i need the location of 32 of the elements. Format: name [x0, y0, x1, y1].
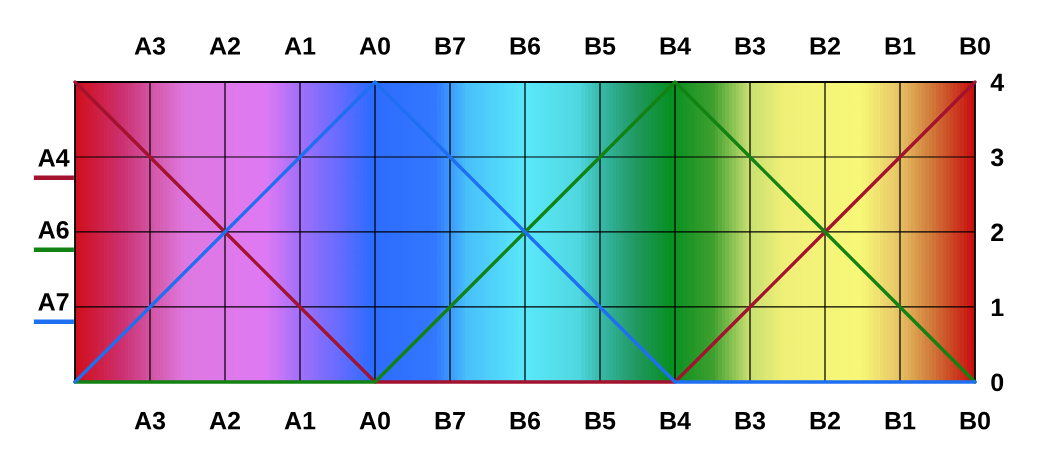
category-label: B7 [435, 412, 465, 430]
x-tick-label: B5 [585, 37, 616, 55]
y-tick-label: 4 [990, 73, 1005, 92]
x-tick-label: A0 [359, 37, 390, 55]
category-label: B3 [735, 411, 766, 430]
y-tick-label: 0 [991, 373, 1004, 392]
category-label: B1 [885, 412, 916, 430]
category-label: B2 [810, 411, 840, 430]
text: A7 [38, 293, 69, 311]
y-tick-label: 1 [991, 298, 1004, 317]
x-tick-label: B1 [885, 37, 916, 55]
x-tick-label: B7 [435, 37, 465, 55]
text: A4 [38, 149, 70, 167]
y-tick-label: 2 [991, 223, 1004, 242]
y-tick-label: 3 [990, 148, 1004, 167]
x-tick-label: A3 [134, 37, 166, 55]
text: A6 [38, 221, 69, 239]
x-tick-label: B6 [510, 37, 541, 55]
category-label: B6 [510, 411, 541, 430]
x-tick-label: A2 [209, 37, 240, 55]
category-label: A2 [209, 411, 240, 430]
x-tick-label: B4 [660, 37, 691, 55]
category-label: A3 [134, 411, 166, 430]
category-label: A1 [284, 412, 316, 430]
x-tick-label: A1 [284, 37, 316, 55]
x-tick-label: B2 [810, 37, 840, 55]
x-tick-label: B0 [960, 37, 990, 55]
category-label: A0 [359, 411, 390, 430]
category-label: B5 [585, 412, 616, 430]
x-tick-label: B3 [735, 37, 766, 55]
category-label: B4 [660, 412, 691, 430]
category-label: B0 [960, 411, 990, 430]
